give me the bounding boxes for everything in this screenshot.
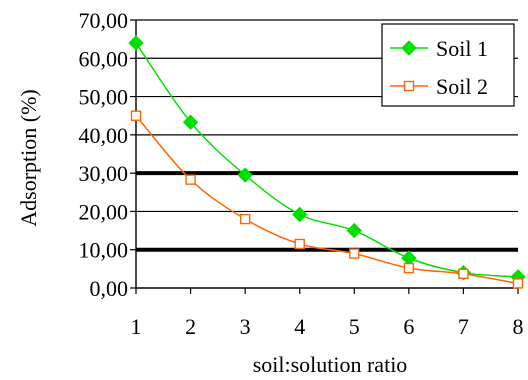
axes xyxy=(130,19,519,294)
series-2-point xyxy=(294,238,305,250)
series-2-point xyxy=(512,278,524,289)
series-2-line xyxy=(135,115,519,285)
x-tick-label: 1 xyxy=(131,314,142,339)
series-1-point xyxy=(237,167,253,183)
x-tick-label: 4 xyxy=(294,314,305,339)
x-tick-label: 8 xyxy=(513,314,524,339)
x-tick-labels: 1 2 3 4 5 6 7 8 xyxy=(131,314,524,339)
series-2-point xyxy=(185,174,196,185)
y-tick-label: 60,00 xyxy=(79,46,129,71)
series-2 xyxy=(130,110,524,289)
y-tick-label: 50,00 xyxy=(79,85,129,110)
legend-box xyxy=(381,23,515,107)
series-2-point xyxy=(458,268,469,280)
legend: Soil 1 Soil 2 xyxy=(381,23,515,107)
y-tick-label: 30,00 xyxy=(79,161,129,186)
x-tick-label: 7 xyxy=(458,314,469,339)
series-1-point xyxy=(182,114,199,130)
legend-item-2: Soil 2 xyxy=(390,74,488,99)
y-axis-label: Adsorption (%) xyxy=(16,89,41,226)
data-series xyxy=(128,35,526,289)
y-tick-label: 0,00 xyxy=(90,276,129,301)
legend-item-2-marker xyxy=(403,80,415,92)
series-1-point xyxy=(346,222,362,239)
series-1-point xyxy=(292,206,308,223)
legend-item-2-label: Soil 2 xyxy=(436,74,488,99)
y-tick-labels: 0,00 10,00 20,00 30,00 40,00 50,00 60,00 70,00 xyxy=(79,8,129,301)
x-tick-label: 2 xyxy=(185,314,196,339)
y-tick-label: 20,00 xyxy=(79,199,129,224)
series-2-point xyxy=(403,262,415,274)
series-2-point xyxy=(130,110,142,121)
y-tick-label: 70,00 xyxy=(79,8,129,33)
x-axis-label: soil:solution ratio xyxy=(253,352,408,377)
series-2-point xyxy=(239,213,251,225)
legend-item-1-marker xyxy=(401,40,417,56)
y-tick-label: 40,00 xyxy=(79,123,129,148)
legend-item-1: Soil 1 xyxy=(390,36,488,61)
x-tick-label: 5 xyxy=(349,314,360,339)
x-tick-label: 3 xyxy=(240,314,251,339)
series-2-point xyxy=(349,248,360,259)
series-1 xyxy=(128,35,526,285)
y-tick-label: 10,00 xyxy=(79,238,129,263)
x-tick-label: 6 xyxy=(403,314,414,339)
series-1-point xyxy=(128,35,144,51)
legend-item-1-label: Soil 1 xyxy=(436,36,488,61)
